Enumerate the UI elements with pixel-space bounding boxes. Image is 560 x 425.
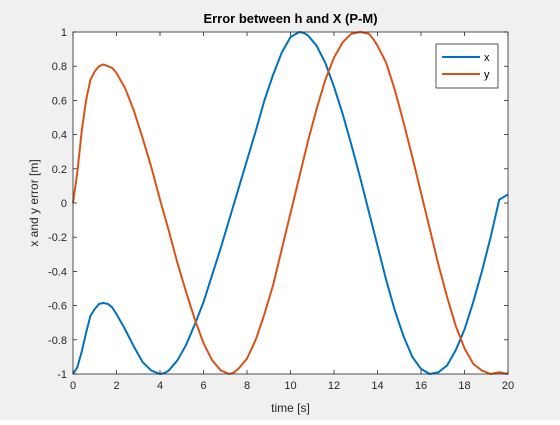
y-tick-label: -1 <box>57 369 67 381</box>
y-tick-label: 1 <box>61 27 67 39</box>
legend: xy <box>435 43 499 89</box>
tick-layer: 0 2 4 6 8 10 12 14 16 18 20 -1 -0.8 -0.6 -0.4 -0.2 0 0.2 0… <box>48 27 514 392</box>
x-axis-label: time [s] <box>271 401 310 415</box>
x-tick-label: 4 <box>157 380 163 392</box>
x-tick-label: 2 <box>113 380 119 392</box>
y-tick-label: -0.4 <box>48 266 67 278</box>
x-tick-label: 8 <box>244 380 250 392</box>
x-tick-label: 0 <box>70 380 76 392</box>
y-tick-label: 0.2 <box>52 164 67 176</box>
y-tick-label: 0.6 <box>52 95 67 107</box>
y-tick-label: 0 <box>61 198 67 210</box>
plot-area <box>73 32 508 374</box>
chart-title: Error between h and X (P-M) <box>203 11 377 26</box>
legend-label-x: x <box>484 52 490 64</box>
x-tick-label: 20 <box>502 380 514 392</box>
y-tick-label: 0.8 <box>52 61 67 73</box>
y-tick-label: 0.4 <box>52 130 67 142</box>
x-tick-label: 6 <box>200 380 206 392</box>
series-line-y <box>72 31 509 375</box>
legend-label-y: y <box>484 69 490 81</box>
x-tick-label: 16 <box>415 380 427 392</box>
x-tick-label: 12 <box>328 380 340 392</box>
x-tick-label: 14 <box>371 380 383 392</box>
legend-box <box>435 43 499 89</box>
x-tick-label: 18 <box>458 380 470 392</box>
y-tick-label: -0.2 <box>48 232 67 244</box>
x-tick-label: 10 <box>284 380 296 392</box>
y-tick-label: -0.8 <box>48 335 67 347</box>
series-layer <box>72 31 509 375</box>
y-tick-label: -0.6 <box>48 301 67 313</box>
y-axis-label: x and y error [m] <box>27 159 41 246</box>
series-line-x <box>72 31 509 375</box>
